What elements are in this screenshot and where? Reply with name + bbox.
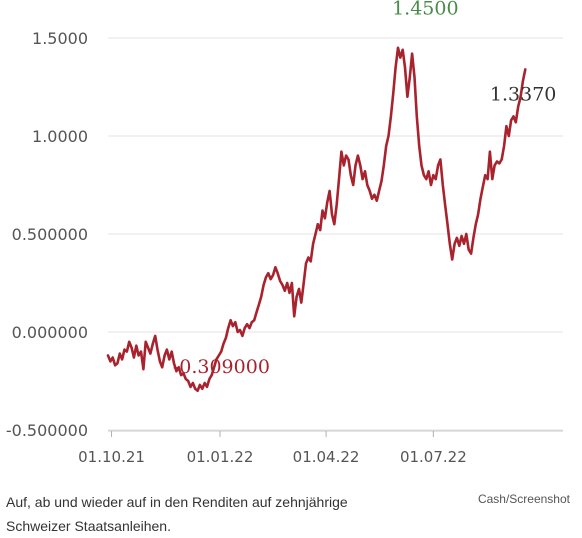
- y-tick-label: 1.0000: [32, 127, 88, 146]
- y-tick-label: 0.500000: [12, 225, 88, 244]
- annotation-label: 1.3370: [490, 84, 556, 106]
- x-tick-label: 01.04.22: [293, 448, 360, 466]
- x-axis: 01.10.21 01.01.22 01.04.22 01.07.22: [78, 430, 563, 466]
- x-tick-label: 01.07.22: [400, 448, 467, 466]
- y-tick-label: 1.5000: [32, 29, 88, 48]
- grid-lines: [108, 37, 563, 431]
- x-tick-label: 01.01.22: [187, 448, 254, 466]
- series-lines: [106, 46, 527, 393]
- series-line: [106, 46, 527, 393]
- chart-caption: Auf, ab und wieder auf in den Renditen a…: [6, 494, 348, 534]
- annotations: 1.4500 1.3370 -0.309000: [173, 0, 557, 378]
- y-tick-label: 0.000000: [12, 323, 88, 342]
- yield-chart: 1.5000 1.0000 0.500000 0.000000 -0.500000 01…: [6, 0, 563, 466]
- y-tick-label: -0.500000: [6, 421, 88, 440]
- image-source: Cash/Screenshot: [477, 492, 570, 506]
- y-axis-ticks: 1.5000 1.0000 0.500000 0.000000 -0.500000: [6, 29, 88, 440]
- annotation-label: -0.309000: [173, 356, 270, 378]
- annotation-label: 1.4500: [392, 0, 458, 19]
- x-tick-label: 01.10.21: [78, 448, 145, 466]
